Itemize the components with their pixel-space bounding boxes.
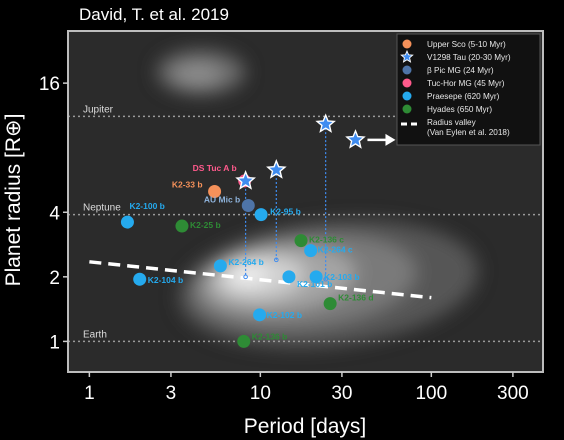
data-points	[120, 113, 396, 348]
planet-point	[282, 270, 296, 284]
planet-point	[175, 219, 189, 233]
citation: David, T. et al. 2019	[79, 5, 229, 24]
y-axis-label: Planet radius [R⊕]	[2, 114, 25, 287]
point-label: AU Mic b	[204, 195, 240, 205]
y-tick-label: 16	[39, 74, 60, 95]
planet-point	[208, 184, 222, 198]
point-label: K2-136 c	[309, 235, 344, 245]
y-tick-label: 1	[49, 332, 60, 353]
point-label: K2-264 c	[318, 245, 353, 255]
x-tick-label: 3	[166, 383, 177, 404]
legend-marker	[400, 49, 414, 63]
v1298-tau-star	[315, 113, 336, 133]
x-axis: 1 3 10 30 100 300	[84, 372, 529, 404]
legend-label: Hyades (650 Myr)	[427, 105, 492, 114]
planet-point	[304, 244, 318, 258]
legend-label: Radius valley	[427, 118, 477, 127]
x-tick-label: 1	[84, 383, 95, 404]
point-label: K2-136 b	[252, 331, 287, 341]
legend-box	[396, 33, 541, 146]
planet-point	[237, 334, 251, 348]
planet-point	[294, 234, 308, 248]
point-label: K2-95 b	[270, 207, 301, 217]
point-label: DS Tuc A b	[193, 163, 237, 173]
legend-marker	[402, 39, 412, 49]
planet-point	[133, 272, 147, 286]
point-label: K2-25 b	[190, 220, 221, 230]
legend: Upper Sco (5-10 Myr) V1298 Tau (20-30 Myr…	[396, 33, 541, 146]
x-axis-label: Period [days]	[244, 415, 367, 438]
density-contour	[228, 263, 269, 286]
legend-marker	[402, 65, 412, 75]
point-label: K2-101 b	[297, 279, 332, 289]
y-tick-label: 2	[49, 268, 60, 289]
point-label: K2-264 b	[228, 257, 263, 267]
point-labels: K2-33 bAU Mic b DS Tuc A b K2-100 b K2-104 …	[129, 163, 373, 341]
radius-limit-marker	[323, 276, 328, 282]
planet-point	[213, 259, 227, 273]
legend-label: Tuc-Hor MG (45 Myr)	[427, 79, 505, 88]
legend-label: V1298 Tau (20-30 Myr)	[427, 53, 511, 62]
x-tick-label: 10	[250, 383, 271, 404]
radius-valley	[89, 260, 432, 300]
y-axis: 1 2 4 16	[39, 74, 68, 353]
density-contour	[173, 62, 222, 87]
v1298-tau-star	[235, 170, 256, 190]
point-label: K2-33 b	[172, 179, 203, 189]
planet-point	[241, 199, 255, 213]
legend-label: Praesepe (620 Myr)	[427, 92, 500, 101]
v1298-tau-star	[266, 159, 287, 179]
radius-limits	[243, 124, 328, 282]
planet-point	[323, 297, 337, 311]
legend-marker	[402, 91, 412, 101]
point-label: K2-136 d	[338, 293, 373, 303]
legend-marker	[402, 104, 412, 114]
reference-line-label: Jupiter	[83, 104, 114, 115]
reference-line-label: Neptune	[83, 203, 121, 214]
radius-limit-marker	[274, 257, 279, 263]
legend-marker	[402, 78, 412, 88]
plot-frame	[67, 30, 544, 373]
legend-label: (Van Eylen et al. 2018)	[427, 128, 510, 137]
point-label: K2-103 b	[324, 272, 359, 282]
lower-limit-arrow-head	[385, 133, 396, 146]
planet-point	[309, 270, 323, 284]
x-tick-label: 300	[497, 383, 529, 404]
legend-label: Upper Sco (5-10 Myr)	[427, 40, 506, 49]
planet-point	[120, 215, 134, 229]
legend-label: β Pic MG (24 Myr)	[427, 66, 494, 75]
point-label: K2-100 b	[129, 201, 164, 211]
radius-limit-marker	[243, 274, 248, 280]
v1298-tau-star	[345, 129, 366, 149]
y-tick-label: 4	[49, 203, 60, 224]
point-label: K2-104 b	[148, 275, 183, 285]
x-tick-label: 100	[415, 383, 447, 404]
reference-line-label: Earth	[83, 329, 107, 340]
point-label: K2-102 b	[267, 310, 302, 320]
x-tick-label: 30	[331, 383, 352, 404]
planet-point	[253, 308, 267, 322]
planet-point	[254, 208, 268, 222]
radius-valley-line	[89, 260, 432, 300]
